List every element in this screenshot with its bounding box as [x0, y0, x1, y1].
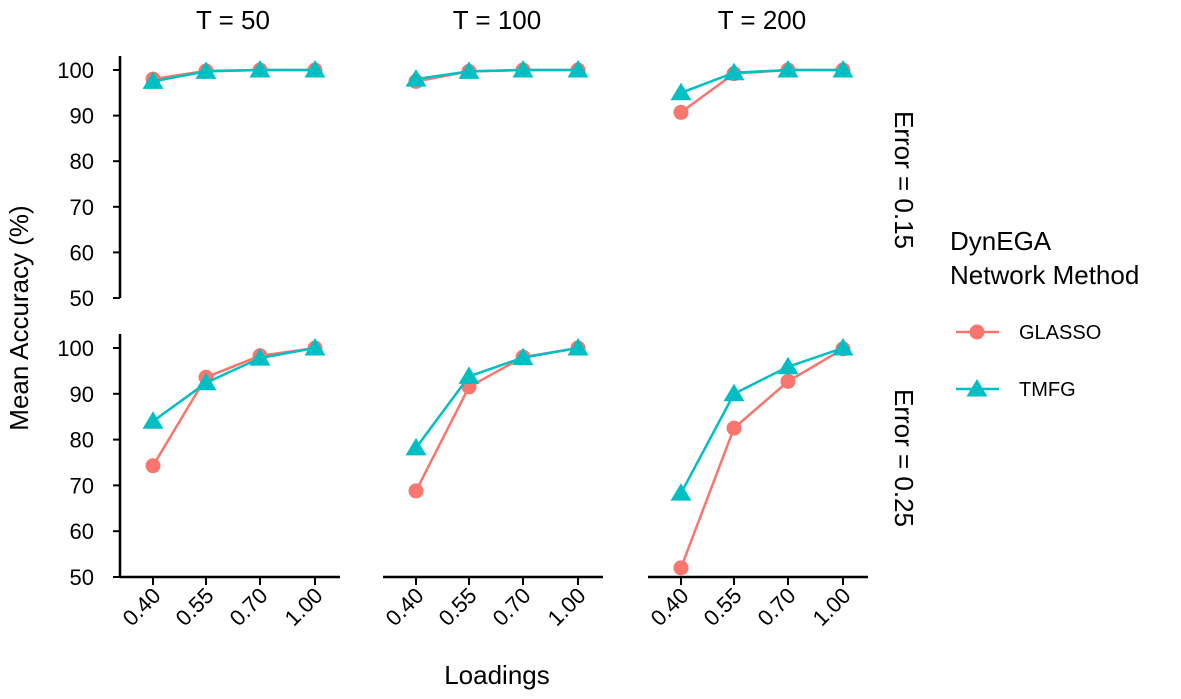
legend-label: TMFG	[1019, 379, 1076, 401]
y-tick-label: 100	[57, 336, 94, 361]
x-tick-label: 1.00	[808, 583, 856, 631]
facet-column-label: T = 100	[453, 5, 541, 35]
data-point-glasso	[726, 420, 742, 436]
x-tick-label: 0.55	[434, 583, 482, 631]
series-line-glasso	[680, 68, 843, 114]
data-point-tmfg	[249, 60, 271, 78]
data-point-tmfg	[832, 338, 854, 356]
data-point-glasso	[673, 560, 689, 576]
x-tick-label: 0.55	[699, 583, 747, 631]
data-point-tmfg	[512, 347, 534, 366]
series-line-tmfg	[152, 346, 316, 423]
data-point-tmfg	[567, 60, 589, 78]
data-point-tmfg	[195, 61, 217, 79]
data-point-glasso	[145, 458, 161, 474]
y-tick-label: 80	[70, 428, 94, 453]
data-point-tmfg	[195, 372, 217, 391]
data-point-tmfg	[777, 356, 799, 375]
series-line-tmfg	[679, 346, 844, 494]
legend-key-marker	[966, 379, 988, 397]
facet-column-label: T = 200	[718, 5, 806, 35]
facet-row-label: Error = 0.25	[889, 389, 919, 527]
x-tick-label: 0.40	[646, 583, 694, 631]
y-tick-label: 50	[70, 565, 94, 590]
x-axis-title: Loadings	[444, 660, 550, 690]
data-point-tmfg	[405, 69, 427, 87]
facet-row-label: Error = 0.15	[889, 111, 919, 249]
data-point-tmfg	[723, 62, 745, 81]
data-point-glasso	[780, 373, 796, 389]
y-tick-label: 60	[70, 519, 94, 544]
x-tick-label: 1.00	[280, 583, 328, 631]
series-line-glasso	[414, 346, 579, 492]
facet-column-label: T = 50	[196, 5, 270, 35]
data-point-tmfg	[777, 60, 799, 78]
data-point-tmfg	[567, 338, 589, 356]
data-point-tmfg	[832, 60, 854, 78]
data-point-tmfg	[512, 60, 534, 78]
y-axis-title: Mean Accuracy (%)	[4, 205, 34, 430]
x-tick-label: 0.40	[381, 583, 429, 631]
legend-title: Network Method	[950, 260, 1139, 290]
series-line-tmfg	[415, 68, 578, 81]
y-tick-label: 60	[70, 240, 94, 265]
series-line-glasso	[679, 347, 844, 569]
series-line-tmfg	[680, 68, 843, 94]
legend-label: GLASSO	[1019, 322, 1101, 344]
data-point-glasso	[408, 483, 424, 499]
x-tick-label: 0.70	[225, 583, 273, 631]
x-tick-label: 0.40	[118, 583, 166, 631]
data-point-tmfg	[670, 82, 692, 101]
data-point-tmfg	[670, 483, 692, 501]
legend-key-marker	[969, 324, 985, 340]
y-tick-label: 50	[70, 286, 94, 311]
y-tick-label: 70	[70, 195, 94, 220]
data-point-tmfg	[405, 437, 427, 456]
data-point-tmfg	[142, 411, 164, 429]
data-point-tmfg	[142, 71, 164, 89]
data-point-tmfg	[304, 60, 326, 78]
data-point-tmfg	[723, 383, 745, 402]
data-point-tmfg	[458, 366, 480, 384]
series-line-glasso	[151, 346, 316, 467]
x-tick-label: 0.55	[171, 583, 219, 631]
data-point-tmfg	[249, 348, 271, 366]
y-tick-label: 80	[70, 149, 94, 174]
y-tick-label: 90	[70, 382, 94, 407]
y-tick-label: 100	[57, 58, 94, 83]
x-tick-label: 1.00	[543, 583, 591, 631]
series-line-tmfg	[152, 68, 315, 83]
y-tick-label: 70	[70, 473, 94, 498]
data-point-tmfg	[304, 338, 326, 356]
data-point-tmfg	[458, 61, 480, 79]
series-line-tmfg	[414, 346, 579, 449]
x-tick-label: 0.70	[488, 583, 536, 631]
x-tick-label: 0.70	[753, 583, 801, 631]
data-point-glasso	[673, 104, 689, 120]
y-tick-label: 90	[70, 104, 94, 129]
legend-title: DynEGA	[950, 226, 1052, 256]
